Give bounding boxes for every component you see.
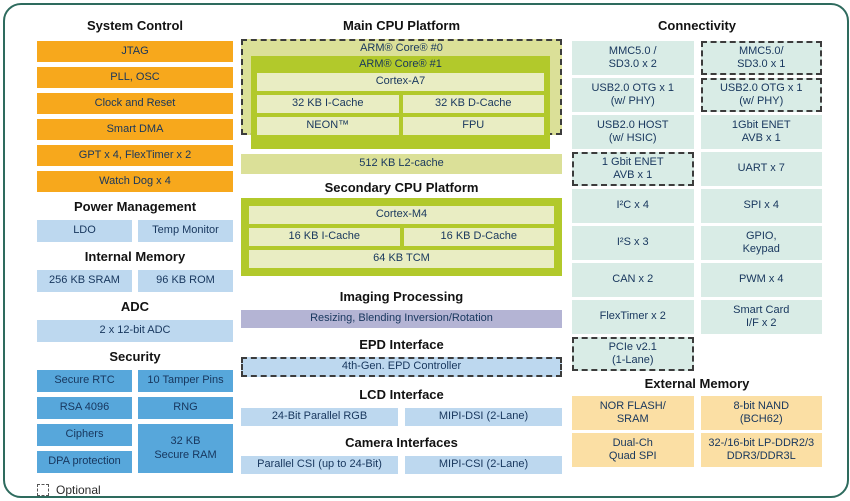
connectivity-cell-can: CAN x 2	[572, 263, 694, 297]
optional-legend: Optional	[37, 483, 233, 497]
block-parallel-rgb: 24-Bit Parallel RGB	[241, 408, 398, 426]
block-parallel-csi: Parallel CSI (up to 24-Bit)	[241, 456, 398, 474]
epd-title: EPD Interface	[359, 337, 444, 352]
block-rng: RNG	[138, 397, 233, 419]
soc-block-diagram: System Control JTAG PLL, OSC Clock and R…	[3, 3, 849, 498]
block-ddr: 32-/16-bit LP-DDR2/3 DDR3/DDR3L	[700, 433, 822, 467]
connectivity-cell-usb-host: USB2.0 HOST (w/ HSIC)	[572, 115, 694, 149]
block-secure-rtc: Secure RTC	[37, 370, 132, 392]
block-m4-dcache: 16 KB D-Cache	[403, 228, 554, 246]
adc-title: ADC	[120, 299, 150, 314]
imaging-title: Imaging Processing	[339, 289, 464, 304]
camera-title: Camera Interfaces	[345, 435, 458, 450]
block-imaging: Resizing, Blending Inversion/Rotation	[241, 310, 562, 328]
connectivity-section: Connectivity MMC5.0 / SD3.0 x 2 MMC5.0/ …	[572, 17, 822, 371]
external-memory-section: External Memory NOR FLASH/ SRAM 8-bit NA…	[572, 375, 822, 467]
imaging-section: Imaging Processing Resizing, Blending In…	[241, 288, 562, 328]
block-ldo: LDO	[37, 220, 132, 242]
block-dpa-protection: DPA protection	[37, 451, 132, 473]
lcd-title: LCD Interface	[359, 387, 444, 402]
optional-dashed-box-icon	[37, 484, 49, 496]
adc-section: ADC 2 x 12-bit ADC	[37, 298, 233, 342]
block-watchdog: Watch Dog x 4	[37, 171, 233, 192]
block-quad-spi: Dual-Ch Quad SPI	[572, 433, 694, 467]
left-column: System Control JTAG PLL, OSC Clock and R…	[37, 17, 233, 497]
camera-section: Camera Interfaces Parallel CSI (up to 24…	[241, 434, 562, 474]
block-cortex-m4: Cortex-M4	[249, 206, 554, 224]
connectivity-cell-i2s: I²S x 3	[572, 226, 694, 260]
connectivity-cell-uart: UART x 7	[700, 152, 822, 186]
connectivity-cell-enet-avb: 1Gbit ENET AVB x 1	[700, 115, 822, 149]
block-tamper-pins: 10 Tamper Pins	[138, 370, 233, 392]
system-control-section: System Control JTAG PLL, OSC Clock and R…	[37, 17, 233, 192]
lcd-section: LCD Interface 24-Bit Parallel RGB MIPI-D…	[241, 386, 562, 426]
block-rsa: RSA 4096	[37, 397, 132, 419]
block-l2-cache: 512 KB L2-cache	[241, 154, 562, 174]
system-control-title: System Control	[86, 18, 184, 33]
block-tcm: 64 KB TCM	[249, 250, 554, 268]
power-management-section: Power Management LDO Temp Monitor	[37, 198, 233, 242]
connectivity-cell-smart-card: Smart Card I/F x 2	[700, 300, 822, 334]
block-m4-icache: 16 KB I-Cache	[249, 228, 400, 246]
arm-core0-label: ARM® Core® #0	[360, 42, 443, 54]
power-management-title: Power Management	[73, 199, 197, 214]
arm-core1-box: ARM® Core® #1 Cortex-A7 32 KB I-Cache 32…	[251, 56, 550, 149]
right-column: Connectivity MMC5.0 / SD3.0 x 2 MMC5.0/ …	[572, 17, 822, 467]
connectivity-cell-usb-otg: USB2.0 OTG x 1 (w/ PHY)	[572, 78, 694, 112]
block-smart-dma: Smart DMA	[37, 119, 233, 140]
block-secure-ram: 32 KB Secure RAM	[138, 424, 233, 473]
main-cpu-section: Main CPU Platform ARM® Core® #0 ARM® Cor…	[241, 17, 562, 174]
cortex-m4-box: Cortex-M4 16 KB I-Cache 16 KB D-Cache 64…	[241, 198, 562, 276]
connectivity-cell-spi: SPI x 4	[700, 189, 822, 223]
block-nor-flash: NOR FLASH/ SRAM	[572, 396, 694, 430]
security-section: Security Secure RTC 10 Tamper Pins RSA 4…	[37, 348, 233, 473]
connectivity-cell-pwm: PWM x 4	[700, 263, 822, 297]
block-jtag: JTAG	[37, 41, 233, 62]
arm-core1-label: ARM® Core® #1	[359, 58, 442, 70]
block-temp-monitor: Temp Monitor	[138, 220, 233, 242]
epd-section: EPD Interface 4th-Gen. EPD Controller	[241, 336, 562, 377]
block-ciphers: Ciphers	[37, 424, 132, 446]
connectivity-cell-mmc-sd-x1: MMC5.0/ SD3.0 x 1	[700, 41, 822, 75]
security-title: Security	[109, 349, 161, 364]
connectivity-cell-enet-avb-optional: 1 Gbit ENET AVB x 1	[572, 152, 694, 186]
internal-memory-section: Internal Memory 256 KB SRAM 96 KB ROM	[37, 248, 233, 292]
block-a7-dcache: 32 KB D-Cache	[402, 95, 544, 113]
connectivity-cell-i2c: I²C x 4	[572, 189, 694, 223]
block-neon: NEON™	[257, 117, 399, 135]
block-mipi-dsi: MIPI-DSI (2-Lane)	[405, 408, 562, 426]
main-cpu-title: Main CPU Platform	[342, 18, 460, 33]
block-rom: 96 KB ROM	[138, 270, 233, 292]
block-fpu: FPU	[402, 117, 544, 135]
block-adc: 2 x 12-bit ADC	[37, 320, 233, 342]
connectivity-cell-usb-otg-optional: USB2.0 OTG x 1 (w/ PHY)	[700, 78, 822, 112]
connectivity-cell-empty	[701, 337, 823, 371]
block-cortex-a7: Cortex-A7	[257, 73, 544, 91]
block-epd-controller: 4th-Gen. EPD Controller	[241, 357, 562, 377]
block-mipi-csi: MIPI-CSI (2-Lane)	[405, 456, 562, 474]
secondary-cpu-section: Secondary CPU Platform Cortex-M4 16 KB I…	[241, 179, 562, 276]
connectivity-cell-flextimer: FlexTimer x 2	[572, 300, 694, 334]
external-memory-title: External Memory	[644, 376, 750, 391]
internal-memory-title: Internal Memory	[84, 249, 186, 264]
middle-column: Main CPU Platform ARM® Core® #0 ARM® Cor…	[241, 17, 562, 474]
connectivity-cell-mmc-sd-x2: MMC5.0 / SD3.0 x 2	[572, 41, 694, 75]
system-control-blocks: JTAG PLL, OSC Clock and Reset Smart DMA …	[37, 41, 233, 192]
block-a7-icache: 32 KB I-Cache	[257, 95, 399, 113]
connectivity-title: Connectivity	[657, 18, 736, 33]
connectivity-cell-pcie: PCIe v2.1 (1-Lane)	[572, 337, 694, 371]
block-gpt-flextimer: GPT x 4, FlexTimer x 2	[37, 145, 233, 166]
connectivity-cell-gpio-keypad: GPIO, Keypad	[700, 226, 822, 260]
block-pll-osc: PLL, OSC	[37, 67, 233, 88]
optional-legend-label: Optional	[56, 483, 101, 497]
secondary-cpu-title: Secondary CPU Platform	[324, 180, 479, 195]
block-clock-reset: Clock and Reset	[37, 93, 233, 114]
block-nand: 8-bit NAND (BCH62)	[700, 396, 822, 430]
block-sram: 256 KB SRAM	[37, 270, 132, 292]
